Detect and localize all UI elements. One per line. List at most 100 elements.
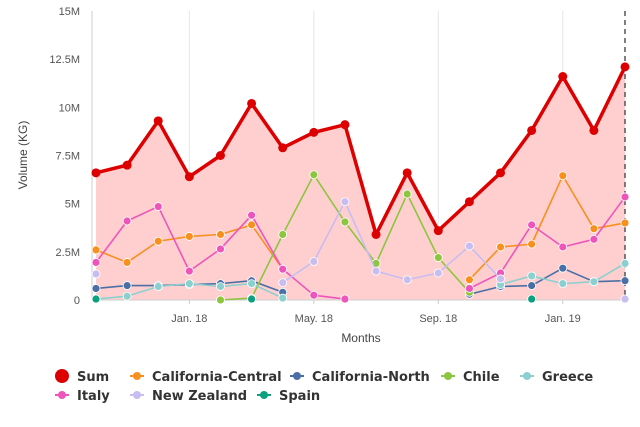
- series-spain: [91, 294, 537, 304]
- point-chile: [433, 253, 443, 263]
- point-greece: [527, 271, 537, 281]
- y-axis-title: Volume (KG): [16, 121, 30, 190]
- point-italy: [558, 242, 568, 252]
- point-california-central: [153, 236, 163, 246]
- legend-label: Greece: [542, 370, 593, 385]
- point-greece: [589, 277, 599, 287]
- point-sum: [433, 226, 443, 236]
- point-sum: [496, 168, 506, 178]
- y-tick-label: 5M: [65, 199, 80, 211]
- point-chile: [278, 230, 288, 239]
- legend-item-chile: Chile: [441, 370, 500, 385]
- point-greece: [620, 258, 630, 268]
- point-california-central: [589, 224, 599, 234]
- legend-label: Spain: [279, 389, 320, 404]
- point-california-central: [91, 245, 101, 255]
- point-italy: [247, 210, 256, 220]
- point-italy: [589, 234, 599, 244]
- point-sum: [527, 125, 537, 135]
- point-new-zealand: [620, 294, 630, 304]
- y-tick-label: 15M: [59, 6, 80, 18]
- point-greece: [247, 279, 256, 289]
- point-greece: [122, 291, 132, 301]
- point-new-zealand: [496, 274, 505, 284]
- series-line-california-central: [468, 174, 626, 281]
- point-sum: [184, 172, 194, 182]
- point-sum: [464, 197, 474, 207]
- point-california-central: [527, 239, 537, 249]
- series-greece: [91, 258, 630, 304]
- x-tick-label: May. 18: [295, 313, 333, 325]
- point-sum: [402, 168, 412, 178]
- point-sum: [91, 168, 101, 178]
- legend: Sum California-Central California-North Chi…: [55, 369, 593, 404]
- x-tick-label: Jan. 18: [171, 313, 207, 325]
- point-italy: [620, 192, 630, 202]
- point-italy: [340, 294, 350, 304]
- point-greece: [184, 279, 194, 289]
- legend-marker: [293, 372, 301, 380]
- legend-label: New Zealand: [152, 389, 247, 404]
- point-greece: [216, 282, 225, 291]
- point-new-zealand: [91, 269, 101, 279]
- legend-marker: [260, 391, 268, 399]
- point-sum: [153, 116, 163, 126]
- point-sum: [247, 98, 257, 108]
- point-new-zealand: [340, 197, 350, 207]
- legend-marker: [523, 372, 531, 380]
- point-new-zealand: [371, 266, 381, 276]
- legend-marker: [58, 391, 66, 399]
- point-california-north: [620, 276, 630, 286]
- legend-item-new-zealand: New Zealand: [130, 389, 247, 404]
- point-california-north: [122, 281, 132, 290]
- y-tick-label: 0: [74, 295, 80, 307]
- point-italy: [153, 202, 163, 211]
- legend-item-greece: Greece: [520, 370, 593, 385]
- series-new-zealand: [91, 197, 630, 304]
- series-line-sum: [95, 66, 627, 237]
- point-greece: [153, 282, 163, 291]
- point-italy: [527, 220, 537, 230]
- point-sum: [371, 229, 381, 239]
- x-tick-label: Jan. 19: [545, 313, 581, 325]
- legend-label: Sum: [77, 370, 109, 385]
- point-italy: [184, 266, 194, 276]
- point-new-zealand: [309, 257, 319, 266]
- point-sum: [589, 125, 599, 135]
- label-layer: Months Volume (KG) 0 2.5M 5M 7.5M 10M 12.5M 15…: [16, 6, 581, 345]
- legend-item-sum: Sum: [55, 369, 109, 385]
- legend-label: California-Central: [152, 370, 282, 385]
- point-spain: [527, 294, 537, 304]
- legend-marker: [133, 391, 141, 399]
- point-italy: [91, 258, 101, 267]
- legend-item-california-north: California-North: [290, 370, 430, 385]
- point-sum: [122, 160, 132, 170]
- legend-marker: [55, 369, 69, 383]
- point-california-central: [247, 220, 256, 230]
- point-sum: [620, 62, 630, 72]
- point-spain: [91, 294, 101, 304]
- point-chile: [402, 189, 412, 199]
- point-italy: [465, 284, 474, 293]
- axis-layer: [91, 11, 626, 304]
- legend-label: California-North: [312, 370, 430, 385]
- legend-label: Italy: [77, 389, 110, 404]
- point-sum: [278, 143, 288, 153]
- point-italy: [216, 244, 225, 254]
- series-sum: [91, 62, 630, 239]
- series-california-central: [91, 171, 630, 285]
- y-tick-label: 12.5M: [49, 54, 80, 66]
- point-greece: [558, 279, 568, 289]
- point-sum: [215, 151, 225, 160]
- point-california-central: [216, 230, 225, 239]
- point-italy: [278, 264, 288, 274]
- legend-marker: [133, 372, 141, 380]
- series-layer: [91, 62, 630, 305]
- series-line-california-north: [469, 267, 626, 295]
- series-line-italy: [469, 196, 626, 290]
- point-chile: [309, 170, 319, 180]
- legend-item-california-central: California-Central: [130, 370, 282, 385]
- point-new-zealand: [465, 241, 474, 251]
- point-sum: [309, 127, 319, 137]
